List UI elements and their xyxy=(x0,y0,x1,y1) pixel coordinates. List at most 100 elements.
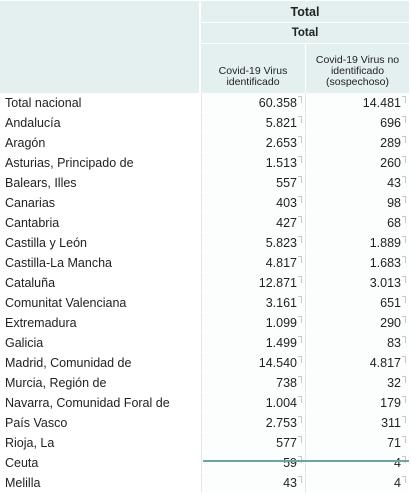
cell-sospechoso: 43 xyxy=(305,173,409,193)
cell-sospechoso: 311 xyxy=(305,413,409,433)
row-label: Andalucía xyxy=(0,113,201,133)
footnote-marker-icon xyxy=(298,116,302,123)
column-header-identificado: Covid-19 Virus identificado xyxy=(201,44,305,93)
cell-value: 4 xyxy=(394,475,401,490)
header-sub-title: Total xyxy=(201,23,409,44)
cell-identificado: 738 xyxy=(201,373,305,393)
footnote-marker-icon xyxy=(298,356,302,363)
cell-value: 3.161 xyxy=(265,295,297,310)
footnote-marker-icon xyxy=(402,396,406,403)
footnote-marker-icon xyxy=(298,376,302,383)
cell-value: 1.683 xyxy=(369,255,401,270)
cell-identificado: 43 xyxy=(201,473,305,493)
cell-sospechoso: 14.481 xyxy=(305,93,409,113)
footnote-marker-icon xyxy=(402,276,406,283)
row-label: Asturias, Principado de xyxy=(0,153,201,173)
cell-sospechoso: 3.013 xyxy=(305,273,409,293)
cell-identificado: 4.817 xyxy=(201,253,305,273)
row-label: Rioja, La xyxy=(0,433,201,453)
table-row: Castilla-La Mancha 4.817 1.683 xyxy=(0,253,409,273)
row-label: Melilla xyxy=(0,473,201,493)
table-row: Madrid, Comunidad de 14.540 4.817 xyxy=(0,353,409,373)
row-label: Galicia xyxy=(0,333,201,353)
table-row: Navarra, Comunidad Foral de 1.004 179 xyxy=(0,393,409,413)
footnote-marker-icon xyxy=(402,256,406,263)
cell-value: 1.513 xyxy=(265,155,297,170)
cell-value: 43 xyxy=(283,475,297,490)
footnote-marker-icon xyxy=(402,156,406,163)
cell-value: 4.817 xyxy=(265,255,297,270)
footnote-marker-icon xyxy=(298,96,302,103)
cell-value: 43 xyxy=(387,175,401,190)
footnote-marker-icon xyxy=(402,196,406,203)
cell-value: 179 xyxy=(380,395,401,410)
table-row: País Vasco 2.753 311 xyxy=(0,413,409,433)
cell-sospechoso: 83 xyxy=(305,333,409,353)
cell-value: 403 xyxy=(276,195,297,210)
column-header-sospechoso: Covid-19 Virus no identificado (sospecho… xyxy=(305,44,409,93)
cell-value: 14.540 xyxy=(258,355,297,370)
cell-identificado: 5.823 xyxy=(201,233,305,253)
cell-value: 289 xyxy=(380,135,401,150)
table-row: Galicia 1.499 83 xyxy=(0,333,409,353)
cell-identificado: 1.513 xyxy=(201,153,305,173)
cell-value: 12.871 xyxy=(258,275,297,290)
row-label: Cantabria xyxy=(0,213,201,233)
row-label: Total nacional xyxy=(0,93,201,113)
cell-identificado: 403 xyxy=(201,193,305,213)
row-label: Castilla-La Mancha xyxy=(0,253,201,273)
cell-value: 98 xyxy=(387,195,401,210)
table-row: Cantabria 427 68 xyxy=(0,213,409,233)
cell-identificado: 59 xyxy=(201,453,305,473)
cell-value: 738 xyxy=(276,375,297,390)
footnote-marker-icon xyxy=(298,476,302,483)
cell-value: 651 xyxy=(380,295,401,310)
header-corner xyxy=(0,1,201,93)
cell-identificado: 577 xyxy=(201,433,305,453)
cell-value: 577 xyxy=(276,435,297,450)
row-label: Navarra, Comunidad Foral de xyxy=(0,393,201,413)
table-row: Rioja, La 577 71 xyxy=(0,433,409,453)
table-row: Aragón 2.653 289 xyxy=(0,133,409,153)
row-label: Balears, Illes xyxy=(0,173,201,193)
cell-value: 696 xyxy=(380,115,401,130)
table-row: Extremadura 1.099 290 xyxy=(0,313,409,333)
footnote-marker-icon xyxy=(402,96,406,103)
cell-value: 68 xyxy=(387,215,401,230)
cell-value: 59 xyxy=(283,455,297,470)
footnote-marker-icon xyxy=(298,456,302,463)
table-row: Asturias, Principado de 1.513 260 xyxy=(0,153,409,173)
footnote-marker-icon xyxy=(298,236,302,243)
footnote-marker-icon xyxy=(298,256,302,263)
cell-value: 260 xyxy=(380,155,401,170)
cell-sospechoso: 1.683 xyxy=(305,253,409,273)
row-label: Aragón xyxy=(0,133,201,153)
footnote-marker-icon xyxy=(298,196,302,203)
footnote-marker-icon xyxy=(402,136,406,143)
row-label: Cataluña xyxy=(0,273,201,293)
row-label: Castilla y León xyxy=(0,233,201,253)
cell-value: 5.821 xyxy=(265,115,297,130)
footnote-marker-icon xyxy=(298,136,302,143)
row-label: Extremadura xyxy=(0,313,201,333)
footnote-marker-icon xyxy=(298,176,302,183)
footnote-marker-icon xyxy=(402,316,406,323)
table-row: Total nacional 60.358 14.481 xyxy=(0,93,409,113)
row-label: Madrid, Comunidad de xyxy=(0,353,201,373)
cell-value: 1.499 xyxy=(265,335,297,350)
cell-identificado: 1.004 xyxy=(201,393,305,413)
cell-sospechoso: 260 xyxy=(305,153,409,173)
cell-sospechoso: 1.889 xyxy=(305,233,409,253)
cell-sospechoso: 4 xyxy=(305,453,409,473)
footnote-marker-icon xyxy=(298,336,302,343)
cell-value: 557 xyxy=(276,175,297,190)
footnote-marker-icon xyxy=(402,356,406,363)
cell-value: 2.753 xyxy=(265,415,297,430)
cell-value: 427 xyxy=(276,215,297,230)
cell-value: 60.358 xyxy=(258,95,297,110)
row-label: Murcia, Región de xyxy=(0,373,201,393)
footnote-marker-icon xyxy=(402,416,406,423)
cell-identificado: 60.358 xyxy=(201,93,305,113)
